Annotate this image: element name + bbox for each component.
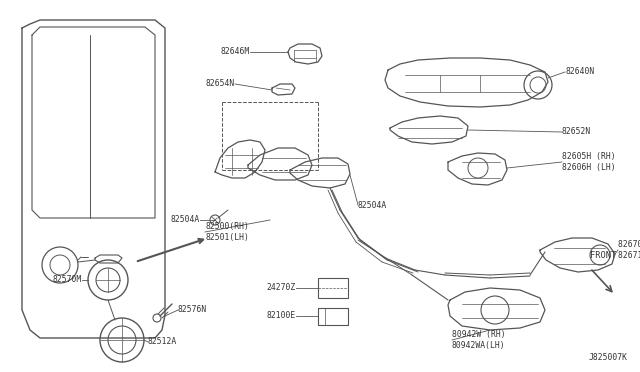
- Text: J825007K: J825007K: [589, 353, 628, 362]
- Text: 82670 (RH)
82671 (LH): 82670 (RH) 82671 (LH): [618, 240, 640, 260]
- Text: 82605H (RH)
82606H (LH): 82605H (RH) 82606H (LH): [562, 152, 616, 172]
- Text: 82646M: 82646M: [221, 48, 250, 57]
- Text: 80942W (RH)
80942WA(LH): 80942W (RH) 80942WA(LH): [452, 330, 506, 350]
- Text: 24270Z: 24270Z: [267, 283, 296, 292]
- Text: 82640N: 82640N: [565, 67, 595, 77]
- Text: 82504A: 82504A: [358, 201, 387, 209]
- Text: 82652N: 82652N: [562, 128, 591, 137]
- Text: 82576N: 82576N: [178, 305, 207, 314]
- Text: 82512A: 82512A: [148, 337, 177, 346]
- Text: 82500(RH)
82501(LH): 82500(RH) 82501(LH): [205, 222, 249, 242]
- Text: 82504A: 82504A: [171, 215, 200, 224]
- Text: 82570M: 82570M: [52, 276, 82, 285]
- Text: 82100E: 82100E: [267, 311, 296, 321]
- Text: FRONT: FRONT: [590, 251, 616, 260]
- Text: 82654N: 82654N: [205, 80, 235, 89]
- Bar: [318, 278, 348, 298]
